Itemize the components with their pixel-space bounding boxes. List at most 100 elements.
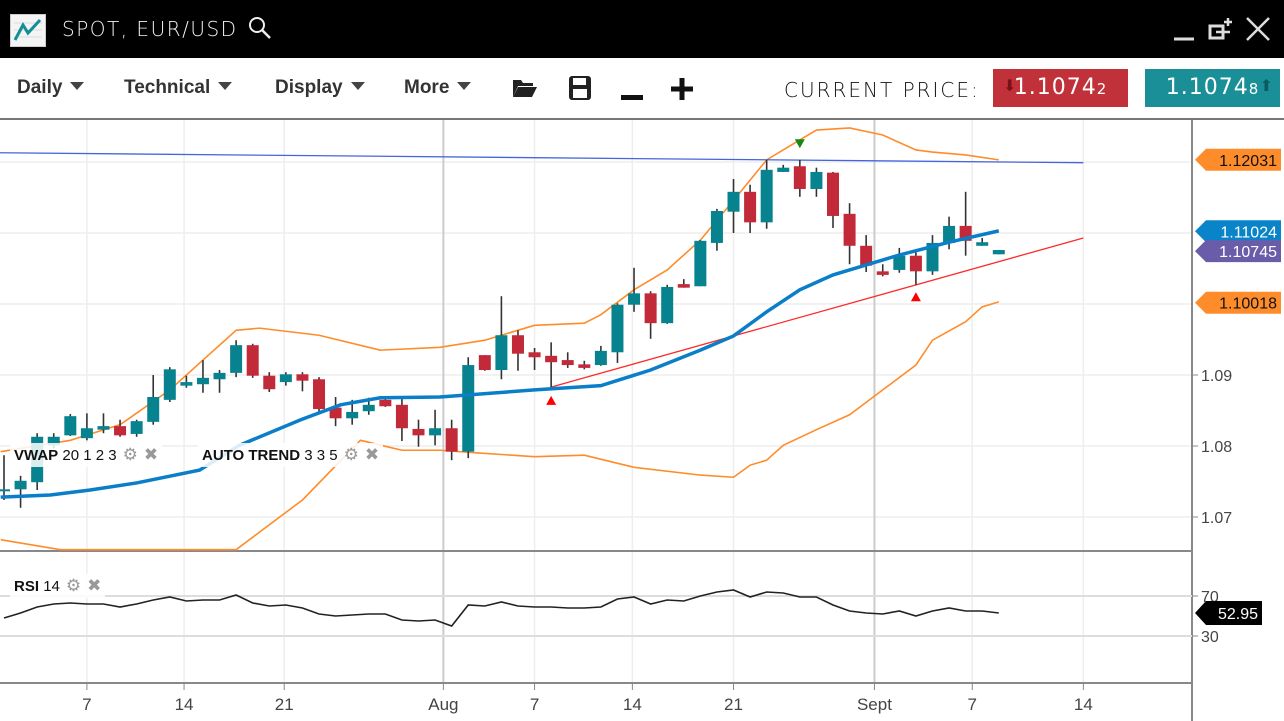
- gear-icon[interactable]: ⚙: [122, 445, 138, 464]
- price-tag-label: 1.11024: [1220, 224, 1277, 241]
- price-tag: 1.10018: [1195, 291, 1281, 314]
- search-icon[interactable]: [248, 16, 272, 44]
- candle-body: [893, 255, 906, 270]
- display-menu[interactable]: Display: [275, 77, 365, 99]
- ask-price-box[interactable]: 1.10748 ⬆: [1145, 69, 1280, 107]
- candle-body: [710, 210, 723, 243]
- support-trend-line: [550, 237, 1084, 388]
- candle: [959, 191, 972, 256]
- candle: [97, 413, 110, 434]
- candle-body: [97, 426, 110, 430]
- candle-body: [478, 355, 491, 371]
- price-chart[interactable]: 7 14 21 Aug 7 14 21 Sept 7 141.071.081.0970301.12…: [0, 120, 1284, 721]
- candle: [246, 343, 259, 378]
- x-tick-label: 7: [530, 695, 539, 714]
- more-menu[interactable]: More: [404, 77, 472, 99]
- x-tick-label: Aug: [428, 695, 458, 714]
- minimize-icon[interactable]: [1172, 16, 1196, 46]
- candle-body: [14, 480, 27, 490]
- ask-price: 1.1074: [1165, 75, 1249, 100]
- candle: [412, 419, 425, 447]
- candle-body: [362, 404, 375, 412]
- candle: [744, 184, 757, 233]
- caret-down-icon: [350, 82, 365, 90]
- rsi-value-label: 52.95: [1218, 606, 1258, 623]
- candle-body: [346, 411, 359, 419]
- save-icon[interactable]: [568, 75, 592, 105]
- candle-body: [876, 271, 889, 275]
- candle-body: [412, 428, 425, 436]
- candle-body: [777, 167, 790, 172]
- candle-body: [180, 382, 193, 386]
- periodicity-menu[interactable]: Daily: [17, 77, 85, 99]
- zoom-out-icon[interactable]: [621, 86, 643, 105]
- candle-body: [545, 355, 558, 363]
- study-params: 20 1 2 3: [62, 447, 117, 464]
- candle-body: [462, 365, 475, 452]
- x-tick-label: 7: [968, 695, 977, 714]
- candle-body: [263, 375, 276, 390]
- bid-price-box[interactable]: ⬇ 1.10742: [993, 69, 1128, 107]
- candle-body: [943, 225, 956, 243]
- zoom-in-icon[interactable]: [671, 78, 693, 104]
- candle-body: [379, 399, 392, 407]
- candle: [296, 372, 309, 392]
- candle: [180, 375, 193, 388]
- candle: [478, 355, 491, 371]
- price-tag: 1.12031: [1195, 148, 1281, 171]
- rsi-study-legend: RSI 14 ⚙ ✖: [10, 574, 106, 598]
- x-tick-label: 14: [1074, 695, 1093, 714]
- rsi-line: [3, 589, 999, 627]
- candle-body: [909, 255, 922, 272]
- candle: [594, 345, 607, 366]
- candle: [561, 352, 574, 368]
- candle-body: [992, 250, 1005, 255]
- price-tag-shape: [1195, 240, 1281, 263]
- vwap-line: [0, 229, 1000, 499]
- candle: [213, 370, 226, 393]
- gear-icon[interactable]: ⚙: [65, 576, 82, 595]
- gear-icon[interactable]: ⚙: [343, 445, 359, 464]
- new-window-icon[interactable]: [1208, 16, 1236, 48]
- candle-body: [644, 293, 657, 324]
- candle-body: [80, 428, 93, 439]
- menu-label: Display: [275, 77, 343, 98]
- candle-body: [594, 350, 607, 366]
- candle: [976, 237, 989, 246]
- menu-label: Daily: [17, 77, 63, 98]
- candle-body: [147, 397, 160, 422]
- price-tag-label: 1.10745: [1219, 244, 1277, 261]
- candle-body: [760, 169, 773, 223]
- candle-body: [279, 374, 292, 383]
- candle-body: [313, 379, 326, 410]
- close-icon[interactable]: ✖: [87, 576, 102, 595]
- folder-open-icon[interactable]: [512, 77, 538, 103]
- candle: [777, 164, 790, 172]
- candle-body: [860, 245, 873, 266]
- x-tick-label: 21: [724, 695, 743, 714]
- candle: [0, 455, 10, 500]
- candle-body: [810, 171, 823, 189]
- candle: [611, 303, 624, 363]
- candle: [147, 375, 160, 425]
- candle-body: [976, 242, 989, 246]
- candle-body: [429, 428, 442, 436]
- close-icon[interactable]: ✖: [364, 445, 380, 464]
- x-tick-label: 14: [623, 695, 642, 714]
- candle-body: [114, 426, 127, 436]
- x-tick-label: 21: [275, 695, 294, 714]
- x-tick-label: 14: [175, 695, 194, 714]
- candle-body: [246, 345, 259, 376]
- candle: [644, 291, 657, 339]
- candle-body: [677, 284, 690, 288]
- arrow-down-icon: ⬇: [1003, 76, 1018, 95]
- rsi-level-label: 30: [1201, 629, 1219, 646]
- autotrend-study-legend: AUTO TREND 3 3 5 ⚙ ✖: [198, 443, 384, 467]
- upper-band-line: [0, 127, 999, 453]
- technical-menu[interactable]: Technical: [124, 77, 233, 99]
- price-tag-shape: [1195, 291, 1281, 314]
- close-icon[interactable]: ✖: [143, 445, 159, 464]
- candle-body: [163, 369, 176, 400]
- price-tag: 1.10745: [1195, 240, 1281, 263]
- close-icon[interactable]: [1245, 16, 1271, 46]
